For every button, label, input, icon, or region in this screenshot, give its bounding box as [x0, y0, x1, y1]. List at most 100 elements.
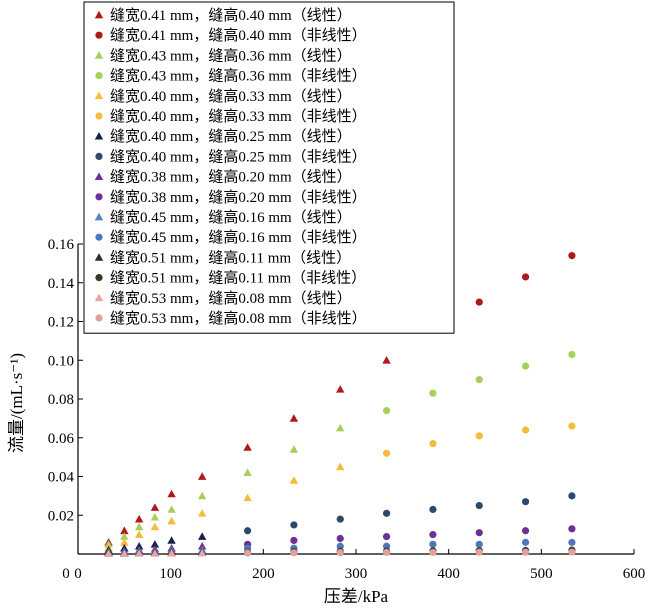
y-ticks: 0.02 0.04 0.06 0.08 0.10 0.12 0.14 0.16 — [48, 237, 83, 524]
legend-label: 缝宽0.40 mm，缝高0.33 mm（线性） — [110, 88, 352, 105]
data-point — [120, 526, 129, 535]
data-point — [568, 350, 576, 359]
legend-label: 缝宽0.45 mm，缝高0.16 mm（非线性） — [110, 229, 367, 246]
data-point — [475, 298, 483, 306]
series-3 — [382, 350, 576, 415]
x-tick-label: 200 — [252, 566, 275, 582]
data-point — [336, 515, 344, 523]
data-point — [475, 501, 483, 510]
data-point — [521, 498, 530, 506]
data-point — [475, 548, 483, 556]
legend-marker — [95, 314, 103, 322]
legend-label: 缝宽0.45 mm，缝高0.16 mm（线性） — [110, 209, 352, 226]
data-point — [429, 540, 437, 548]
legend-item: 缝宽0.38 mm，缝高0.20 mm（非线性） — [95, 189, 367, 206]
legend-label: 缝宽0.53 mm，缝高0.08 mm（非线性） — [110, 310, 367, 327]
legend-marker — [94, 253, 104, 261]
legend-marker — [94, 132, 104, 140]
legend-item: 缝宽0.45 mm，缝高0.16 mm（线性） — [94, 209, 352, 226]
data-point — [150, 549, 160, 557]
data-point — [243, 493, 252, 502]
legend-marker — [94, 212, 104, 221]
legend-label: 缝宽0.38 mm，缝高0.20 mm（非线性） — [110, 189, 367, 206]
legend-item: 缝宽0.40 mm，缝高0.25 mm（非线性） — [95, 148, 367, 165]
x-tick-label: 0 — [74, 566, 82, 582]
data-point — [521, 273, 530, 281]
legend-item: 缝宽0.41 mm，缝高0.40 mm（线性） — [94, 7, 352, 24]
legend-marker — [94, 172, 104, 180]
x-tick-label: 100 — [159, 566, 182, 582]
data-point — [243, 527, 252, 535]
data-point — [167, 505, 176, 513]
axes: 0 100 200 300 400 500 600 0 0.02 0.04 0.06 0.08 0.1… — [7, 237, 645, 606]
data-point — [243, 468, 252, 476]
data-point — [429, 439, 437, 448]
x-axis-label: 压差/kPa — [324, 587, 389, 606]
legend-item: 缝宽0.51 mm，缝高0.11 mm（线性） — [94, 249, 351, 266]
data-point — [243, 443, 252, 451]
x-tick-label: 400 — [437, 566, 460, 582]
legend-label: 缝宽0.43 mm，缝高0.36 mm（非线性） — [110, 68, 367, 85]
legend-marker — [95, 152, 103, 160]
legend-item: 缝宽0.38 mm，缝高0.20 mm（线性） — [94, 169, 352, 186]
legend-marker — [94, 293, 104, 302]
data-point — [336, 542, 344, 550]
data-point — [382, 532, 391, 541]
data-point — [382, 356, 391, 364]
y-tick-label: 0.02 — [48, 508, 74, 524]
data-point — [382, 449, 391, 457]
legend-item: 缝宽0.40 mm，缝高0.33 mm（线性） — [94, 88, 352, 105]
legend-item: 缝宽0.43 mm，缝高0.36 mm（非线性） — [95, 68, 367, 85]
legend-marker — [94, 91, 104, 100]
data-point — [429, 531, 437, 539]
data-point — [290, 549, 298, 557]
x-ticks: 0 100 200 300 400 500 600 0 — [62, 549, 645, 582]
series-14 — [104, 548, 207, 557]
legend-marker — [95, 72, 103, 80]
data-point — [167, 536, 176, 544]
series-5 — [382, 422, 576, 457]
data-point — [197, 532, 207, 540]
legend-label: 缝宽0.38 mm，缝高0.20 mm（线性） — [110, 169, 352, 186]
legend-label: 缝宽0.43 mm，缝高0.36 mm（线性） — [110, 47, 352, 64]
y-tick-label: 0.14 — [48, 276, 75, 292]
data-point — [568, 538, 576, 546]
legend-marker — [95, 274, 103, 282]
data-point — [568, 422, 576, 430]
legend-label: 缝宽0.41 mm，缝高0.40 mm（线性） — [110, 7, 352, 24]
data-point — [475, 540, 483, 548]
data-point — [197, 509, 207, 517]
data-point — [167, 516, 176, 525]
y-tick-label: 0.04 — [48, 470, 75, 486]
data-point — [475, 529, 483, 537]
data-point — [197, 491, 207, 500]
data-point — [120, 538, 129, 546]
legend-label: 缝宽0.40 mm，缝高0.25 mm（线性） — [110, 128, 352, 145]
legend-item: 缝宽0.51 mm，缝高0.11 mm（非线性） — [95, 270, 366, 287]
data-point — [521, 527, 530, 535]
data-point — [289, 476, 299, 484]
data-point — [475, 432, 483, 440]
data-point — [290, 521, 298, 529]
series-0 — [104, 356, 391, 546]
legend-marker — [94, 51, 104, 59]
y-tick-label: 0.10 — [48, 353, 74, 369]
data-point — [521, 362, 530, 370]
data-point — [197, 542, 207, 550]
data-point — [568, 492, 576, 500]
y-tick-label: 0.08 — [48, 392, 74, 408]
data-point — [336, 462, 345, 471]
legend-marker — [95, 233, 103, 241]
data-point — [197, 472, 207, 480]
data-point — [134, 542, 144, 550]
legend-marker — [95, 112, 103, 120]
y-axis-label: 流量/(mL·s⁻¹) — [7, 353, 26, 453]
legend-item: 缝宽0.45 mm，缝高0.16 mm（非线性） — [95, 229, 367, 246]
data-point — [568, 525, 576, 533]
data-point — [382, 548, 391, 557]
series-15 — [243, 548, 576, 557]
data-point — [336, 423, 345, 432]
data-point — [120, 532, 129, 540]
data-point — [150, 512, 160, 521]
legend-item: 缝宽0.40 mm，缝高0.33 mm（非线性） — [95, 108, 367, 125]
